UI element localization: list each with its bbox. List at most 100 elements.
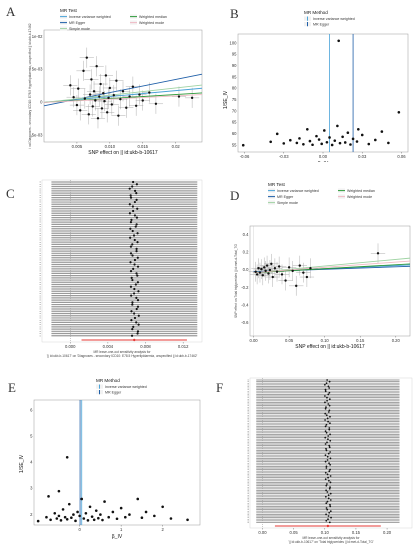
snp-label: rs — [248, 468, 250, 470]
snp-estimate — [325, 484, 328, 487]
snp-label: rs — [40, 277, 42, 279]
legend-label: MR Egger — [105, 391, 122, 395]
snp-estimate — [135, 307, 138, 311]
y-axis-label: 1/SE_IV — [223, 90, 229, 109]
snp-label: rs — [248, 461, 250, 463]
legend-title: MR Test — [268, 182, 285, 187]
legend-label: MR Egger — [69, 21, 86, 25]
legend-label: MR Egger — [313, 23, 330, 27]
data-point — [72, 513, 75, 516]
snp-label: rs — [40, 215, 42, 217]
data-point — [255, 273, 259, 276]
snp-estimate — [327, 435, 330, 437]
snp-estimate — [135, 247, 138, 250]
data-point — [86, 519, 90, 522]
snp-estimate — [330, 516, 332, 519]
snp-estimate — [325, 519, 328, 522]
data-point — [141, 99, 144, 102]
snp-label: rs — [248, 448, 250, 450]
snp-label: rs — [248, 482, 250, 484]
snp-label: rs — [248, 426, 250, 428]
data-point — [76, 510, 79, 514]
snp-estimate — [132, 292, 136, 295]
snp-label: rs — [248, 506, 250, 508]
snp-estimate — [135, 216, 139, 219]
data-point — [101, 518, 104, 522]
legend-label: Weighted median — [139, 15, 167, 19]
data-point — [186, 518, 189, 522]
snp-label: rs — [40, 266, 42, 268]
snp-label: rs — [40, 309, 42, 311]
snp-estimate — [324, 443, 327, 445]
snp-label: rs — [248, 517, 250, 519]
data-point — [100, 107, 104, 110]
data-point — [291, 269, 294, 273]
snp-label: rs — [40, 188, 42, 190]
snp-estimate — [325, 414, 328, 417]
panel-label-e: E — [8, 380, 16, 395]
y-tick-label: 2 — [30, 512, 33, 517]
snp-label: rs — [248, 394, 250, 396]
chart-a: 0.005 0.010 0.015 0.02 -5e-03 0 5e-03 1e-02 SNP … — [28, 8, 203, 156]
snp-estimate — [325, 382, 328, 385]
data-point — [275, 270, 279, 273]
snp-label: rs — [248, 402, 250, 404]
data-point — [337, 39, 340, 43]
data-point — [92, 518, 96, 522]
snp-estimate — [133, 189, 137, 193]
data-point — [273, 267, 277, 270]
data-point — [96, 117, 100, 120]
x-tick-label: 0.05 — [290, 530, 299, 535]
data-point — [336, 124, 339, 128]
snp-label: rs — [248, 445, 250, 447]
snp-estimate — [328, 387, 331, 389]
panel-label-a: A — [6, 4, 16, 19]
panel-d: D 0.00 0.05 0.10 0.15 0.20 -0.6 -0.4 -0.2 0.0 0.2… — [210, 172, 415, 360]
x-tick-label: 0.005 — [72, 144, 83, 149]
data-point — [65, 455, 69, 459]
snp-estimate — [328, 404, 331, 407]
data-point — [380, 130, 384, 133]
data-point — [97, 516, 100, 520]
chart-e: 0 1 2 2 3 4 5 6 β_IV 1/SE_IV MR Method Inverse vari… — [19, 378, 201, 540]
legend-label: Inverse variance weighted — [277, 189, 319, 193]
y-tick-label: -5e-03 — [30, 133, 43, 138]
data-point — [154, 102, 158, 105]
panel-f: F rs rs rs rs rs rs rs rs rs rs rs rs rs rs rs rs rs rs rs… — [210, 368, 415, 546]
y-tick-label: -0.6 — [241, 320, 249, 325]
snp-label: rs — [248, 504, 250, 506]
data-point — [257, 267, 260, 270]
data-point — [161, 505, 164, 509]
regression-line — [43, 94, 203, 103]
snp-label: rs — [248, 424, 250, 426]
snp-label: rs — [40, 195, 42, 197]
x-axis-label: SNP effect on || id:ukb-b-10617 — [295, 344, 365, 350]
snp-label: rs — [248, 440, 250, 442]
snp-label: rs — [248, 432, 250, 434]
snp-estimate — [329, 415, 331, 418]
snp-label: rs — [40, 242, 42, 244]
snp-estimate — [325, 465, 328, 468]
snp-label: rs — [248, 428, 250, 430]
panel-label-d: D — [230, 188, 240, 203]
snp-label: rs — [248, 509, 250, 511]
snp-label: rs — [248, 522, 250, 524]
snp-estimate — [129, 261, 132, 264]
snp-label: rs — [248, 450, 250, 452]
snp-estimate — [329, 510, 332, 513]
y-tick-label: 0.4 — [243, 232, 249, 237]
data-point — [79, 109, 82, 112]
x-tick-label: 0.05 — [285, 338, 294, 343]
y-tick-label: 5e-03 — [32, 67, 43, 72]
snp-label: rs — [248, 407, 250, 409]
snp-estimate — [135, 272, 138, 275]
snp-estimate — [328, 428, 331, 431]
data-point — [57, 489, 61, 493]
x-tick-label: 0.20 — [392, 338, 401, 343]
snp-label: rs — [248, 474, 250, 476]
snp-estimate — [130, 276, 133, 279]
data-point — [298, 264, 301, 267]
snp-estimate — [133, 287, 136, 291]
snp-label: rs — [40, 246, 42, 248]
snp-label: rs — [248, 420, 250, 422]
